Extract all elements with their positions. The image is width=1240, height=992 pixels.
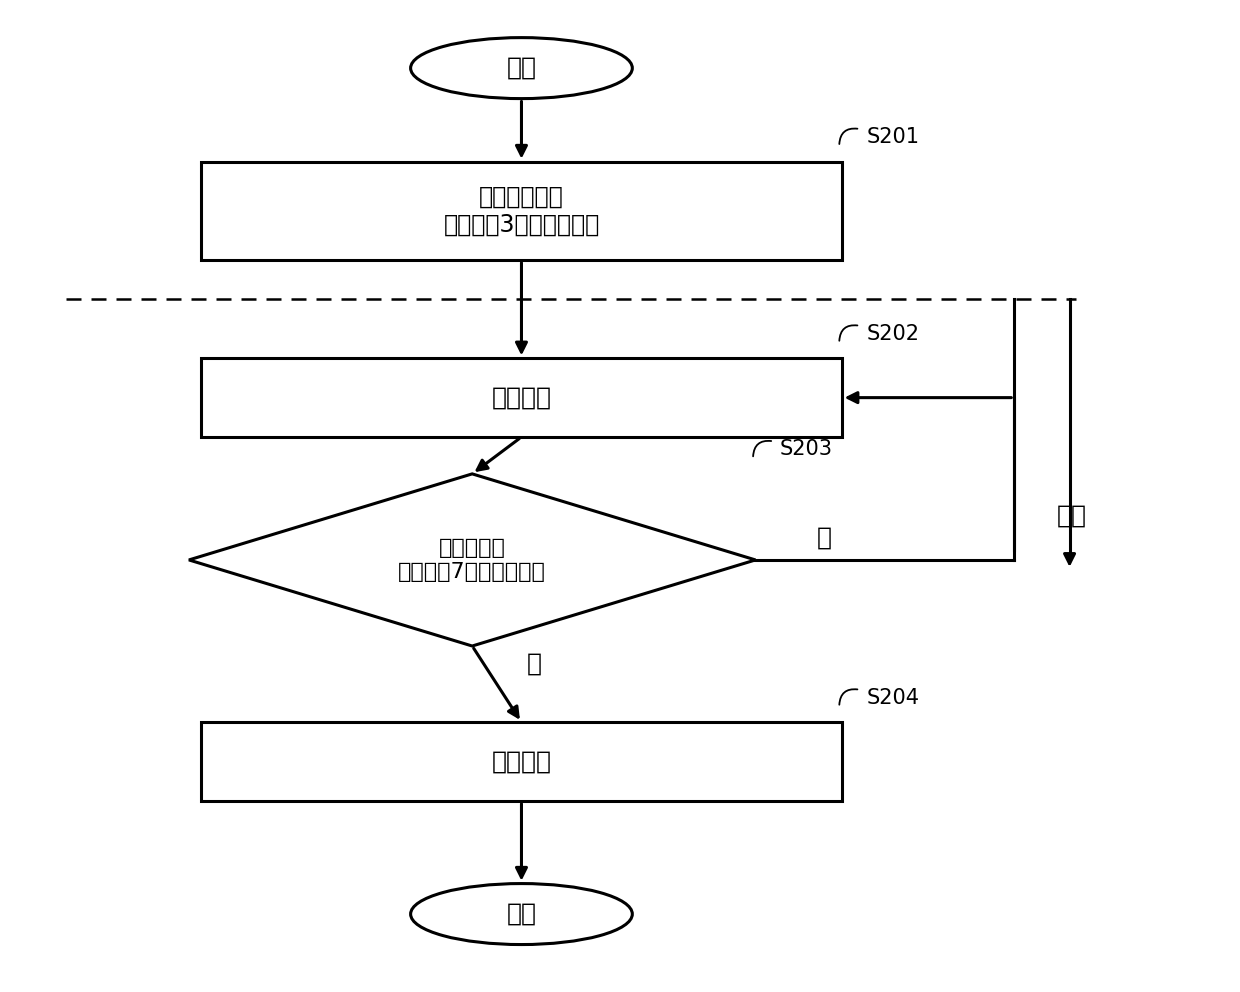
FancyBboxPatch shape: [201, 722, 842, 801]
Text: 是: 是: [526, 651, 542, 676]
Text: S204: S204: [867, 687, 919, 707]
Text: 结束: 结束: [506, 902, 537, 927]
Ellipse shape: [410, 38, 632, 98]
Text: S202: S202: [867, 323, 919, 343]
Ellipse shape: [410, 884, 632, 944]
FancyBboxPatch shape: [201, 162, 842, 260]
Text: S203: S203: [780, 439, 833, 459]
Text: 绳索利用: 绳索利用: [491, 386, 552, 410]
Text: 劣化检测？
（参照图7所示的流程）: 劣化检测？ （参照图7所示的流程）: [398, 539, 546, 581]
Text: 取得劣化基准
（参照图3所示的流程）: 取得劣化基准 （参照图3所示的流程）: [444, 185, 600, 237]
FancyBboxPatch shape: [201, 358, 842, 437]
Text: 绳索更换: 绳索更换: [491, 750, 552, 774]
Polygon shape: [188, 474, 755, 646]
Text: 否: 否: [817, 526, 832, 550]
Text: S201: S201: [867, 127, 919, 147]
Text: 开始: 开始: [506, 57, 537, 80]
Text: 运用: 运用: [1058, 504, 1087, 528]
